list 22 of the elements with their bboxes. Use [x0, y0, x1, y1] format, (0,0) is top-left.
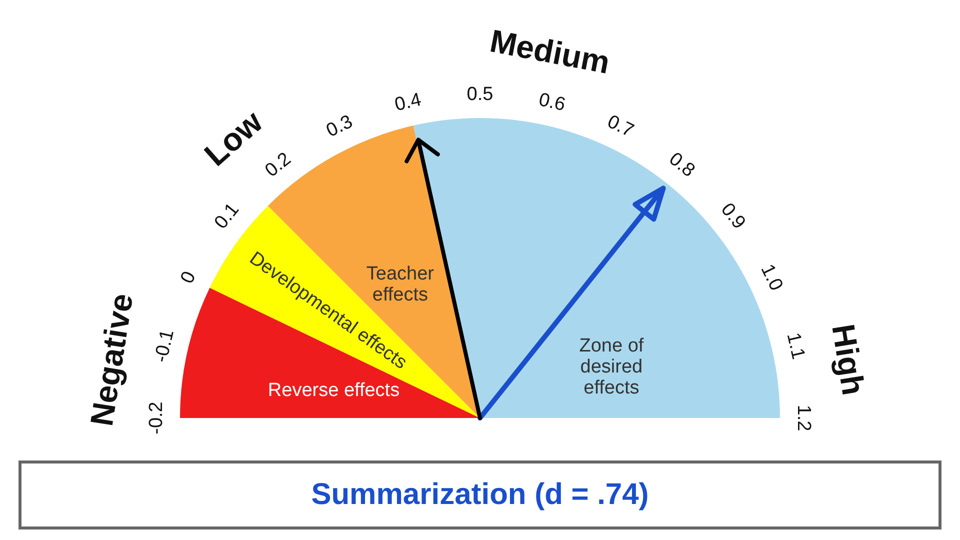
slice-label: Reverse effects	[268, 380, 400, 401]
text: Summarization (d = .74)	[311, 478, 649, 511]
text: 0.5	[466, 84, 494, 105]
slice-label: Teacher effects	[366, 264, 435, 306]
text: 0.4	[392, 89, 424, 116]
text: 0.9	[716, 199, 750, 234]
text: -0.1	[150, 328, 178, 364]
slice-label: Zone of desired effects	[579, 336, 644, 399]
text: 0.6	[536, 89, 568, 116]
text: 1.1	[782, 330, 809, 362]
text: High	[825, 322, 872, 398]
text: 1.2	[793, 404, 814, 432]
text: 0.8	[664, 148, 699, 182]
text: 0.3	[323, 111, 356, 142]
text: 0.1	[210, 199, 244, 234]
text: Medium	[487, 22, 613, 81]
text: -0.2	[146, 402, 167, 434]
text: 0	[176, 268, 200, 287]
text: 1.0	[756, 261, 787, 294]
text: 0.2	[261, 148, 296, 182]
text: Negative	[83, 290, 140, 428]
text: 0.7	[604, 111, 637, 142]
